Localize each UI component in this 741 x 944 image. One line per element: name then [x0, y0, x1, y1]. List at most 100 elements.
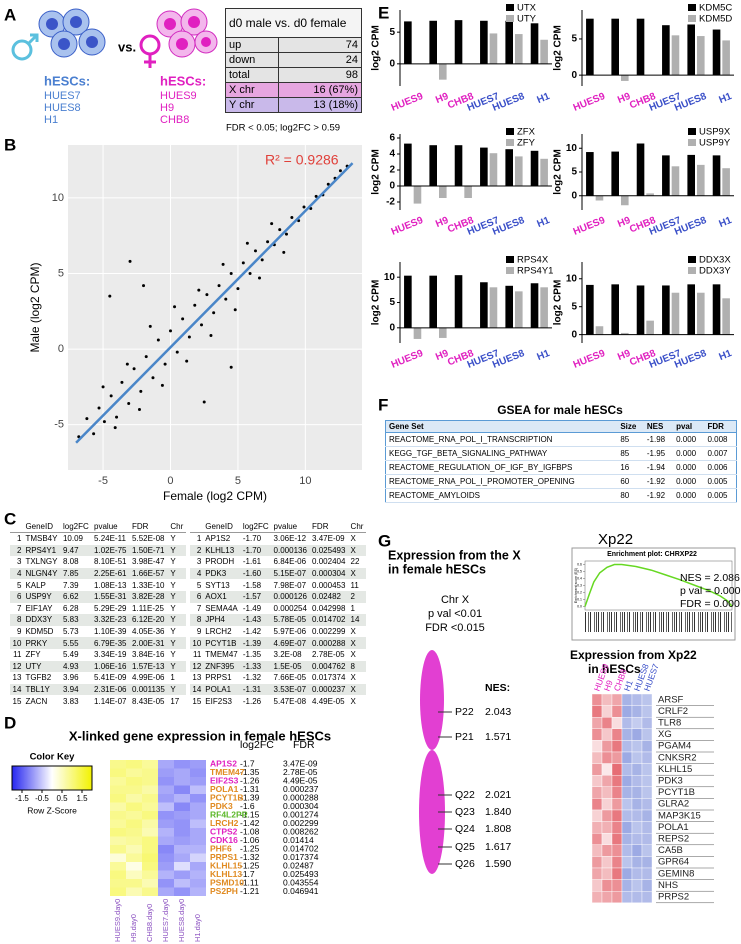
- point: [266, 240, 270, 244]
- category-label: H9: [616, 348, 632, 363]
- table-cell: 4: [190, 567, 204, 580]
- y-tick-label: 0: [571, 329, 577, 340]
- table-cell: 5.49: [62, 650, 79, 660]
- heatmap-cell: [621, 717, 633, 730]
- heatmap-cell: [174, 828, 190, 837]
- gene-label: CNKSR2: [658, 752, 697, 763]
- bar: [413, 186, 422, 204]
- bar: [454, 275, 463, 328]
- heatmap-cell: [601, 879, 613, 892]
- male-line: HUES7: [44, 90, 81, 102]
- heatmap-cell: [641, 751, 653, 764]
- table-cell: -1.70: [240, 544, 272, 557]
- table-row: down 24: [224, 52, 362, 68]
- table-cell: 0.000453: [312, 580, 346, 590]
- bar: [404, 143, 412, 186]
- table-row: 10 PRKY 5.55 6.79E-35 2.00E-31 Y: [10, 637, 186, 649]
- x-axis-label: Female (log2 CPM): [163, 489, 267, 503]
- panel-label: D: [4, 713, 16, 732]
- x-tick-label: 10: [299, 475, 311, 487]
- table-cell: 1: [350, 603, 355, 613]
- table-cell: 13 (18%): [278, 97, 362, 113]
- heatmap-cell: [641, 879, 653, 892]
- column-value: -1.32: [240, 852, 260, 862]
- heatmap-cell: [611, 751, 623, 764]
- table-cell: 3.84E-16: [132, 650, 165, 660]
- table-cell: 9.47: [60, 544, 93, 557]
- heatmap-cell: [158, 760, 174, 769]
- table-cell: 1.08E-13: [94, 580, 127, 590]
- category-label: H1: [535, 348, 551, 363]
- point: [128, 259, 132, 263]
- point: [326, 182, 330, 186]
- heatmap-cell: [126, 768, 142, 777]
- legend-label: USP9X: [699, 127, 731, 138]
- heatmap-cell: [174, 785, 190, 794]
- y-axis-label: Male (log2 CPM): [28, 262, 42, 352]
- table-row: total 98: [224, 67, 362, 83]
- table-row: 11 ZFY 5.49 3.34E-19 3.84E-16 Y: [10, 649, 186, 661]
- plot-background: [68, 145, 362, 470]
- point: [132, 367, 136, 371]
- table-row: 5 KALP 7.39 1.08E-13 1.33E-10 Y: [10, 579, 186, 591]
- bar: [489, 287, 498, 328]
- heatmap-cell: [591, 833, 603, 846]
- heatmap-cell: [601, 705, 613, 718]
- bar: [712, 29, 721, 76]
- y-tick-label: 0: [571, 190, 577, 201]
- table-cell: NLGN4Y: [23, 567, 61, 580]
- heatmap-cell: [190, 768, 206, 777]
- heatmap-cell: [611, 821, 623, 834]
- heatmap-cell: [591, 786, 603, 799]
- y-tick-label: 0.4: [577, 576, 582, 580]
- heatmap-cell: [621, 740, 633, 753]
- column-value: -1.7: [240, 759, 255, 769]
- heatmap-cell: [611, 833, 623, 846]
- legend-swatch: [688, 267, 696, 274]
- table-cell: 8: [190, 614, 204, 626]
- bar: [722, 40, 730, 76]
- point: [260, 258, 264, 262]
- table-cell: RPS4Y1: [23, 544, 61, 557]
- table-cell: TGFB2: [25, 673, 52, 683]
- y-tick-label: -2: [386, 197, 395, 208]
- table-cell: 5.83: [60, 614, 93, 626]
- column-value: -1.06: [240, 835, 260, 845]
- table-cell: TMEM47: [205, 650, 238, 660]
- bar: [671, 35, 680, 76]
- point: [229, 365, 233, 369]
- table-cell: 0.007: [704, 446, 737, 461]
- heatmap-cell: [142, 879, 158, 888]
- heatmap-cell: [190, 802, 206, 811]
- table-cell: 0.02482: [310, 590, 349, 603]
- column-value: 0.025493: [283, 869, 319, 879]
- key-tick-label: 0.5: [56, 794, 68, 803]
- table-cell: up: [224, 37, 280, 53]
- heatmap-cell: [621, 856, 633, 869]
- heatmap-cell: [190, 811, 206, 820]
- panel-label: B: [4, 135, 16, 154]
- table-cell: 9: [16, 627, 22, 637]
- table-cell: 0.000: [673, 432, 705, 447]
- point: [125, 362, 129, 366]
- column-value: 0.01414: [283, 835, 314, 845]
- legend-swatch: [506, 15, 514, 22]
- point: [209, 333, 213, 337]
- header-cell: FDR: [310, 521, 349, 533]
- header-cell: Chr: [168, 521, 186, 533]
- panel-label: G: [378, 531, 391, 550]
- heatmap-title: X-linked gene expression in female hESCs: [69, 728, 331, 743]
- bar: [595, 326, 604, 335]
- point: [92, 432, 96, 436]
- y-tick-label: 0: [389, 58, 395, 69]
- heatmap-cell: [158, 828, 174, 837]
- table-cell: 1.14E-07: [94, 696, 127, 706]
- heatmap-cell: [158, 879, 174, 888]
- table-cell: 5.97E-06: [273, 627, 307, 637]
- point: [202, 400, 206, 404]
- legend-swatch: [688, 128, 696, 135]
- table-cell: 0.006: [704, 460, 737, 475]
- table-cell: 3.34E-19: [94, 650, 127, 660]
- table-cell: EIF2S3: [205, 696, 232, 706]
